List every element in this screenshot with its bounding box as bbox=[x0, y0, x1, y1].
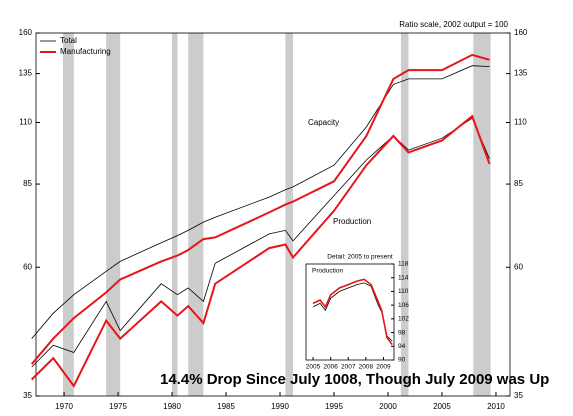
x-tick-label: 1990 bbox=[271, 402, 289, 411]
fg-layer: 35 35 60 60 85 85 110 110 135 135 160 160 1970 1975 19… bbox=[19, 28, 528, 411]
annotation: Capacity bbox=[308, 118, 339, 127]
inset-y-tick-label: 114 bbox=[398, 274, 409, 281]
legend-label: Total bbox=[60, 36, 77, 45]
chart-title: 14.4% Drop Since July 1008, Though July … bbox=[160, 371, 549, 388]
inset-x-tick-label: 2008 bbox=[359, 364, 374, 371]
inset-annotation: Production bbox=[312, 268, 343, 275]
y2-tick-label: 135 bbox=[514, 69, 528, 78]
recession-band bbox=[400, 33, 409, 396]
x-tick-label: 2010 bbox=[487, 402, 505, 411]
y2-tick-label: 60 bbox=[514, 262, 523, 271]
recession-band bbox=[188, 33, 204, 396]
y2-tick-label: 85 bbox=[514, 179, 523, 188]
y2-tick-label: 35 bbox=[514, 391, 523, 400]
y2-tick-label: 110 bbox=[514, 118, 527, 127]
bg-layer bbox=[30, 32, 511, 397]
x-tick-label: 1970 bbox=[55, 402, 73, 411]
x-tick-label: 1980 bbox=[163, 402, 181, 411]
inset-x-tick-label: 2005 bbox=[306, 364, 321, 371]
inset-line bbox=[312, 278, 393, 346]
capacity-line bbox=[30, 53, 490, 365]
recession-band bbox=[62, 33, 74, 396]
annotation: Production bbox=[333, 217, 371, 226]
capacity-line bbox=[31, 65, 490, 339]
inset-frame bbox=[305, 263, 395, 361]
recession-band bbox=[172, 33, 178, 396]
y-tick-label: 135 bbox=[19, 69, 33, 78]
subtitle: Ratio scale, 2002 output = 100 bbox=[399, 20, 508, 29]
production-line bbox=[30, 114, 491, 388]
inset-x-tick-label: 2009 bbox=[376, 364, 391, 371]
y-tick-label: 60 bbox=[23, 262, 32, 271]
inset-y-tick-label: 98 bbox=[398, 329, 406, 336]
x-tick-label: 1975 bbox=[109, 402, 127, 411]
production-line bbox=[31, 117, 490, 368]
y2-tick-label: 160 bbox=[514, 28, 528, 37]
x-tick-label: 1985 bbox=[217, 402, 235, 411]
inset-x-tick-label: 2007 bbox=[341, 364, 356, 371]
inset-x-tick-label: 2006 bbox=[323, 364, 338, 371]
inset-y-tick-label: 118 bbox=[398, 261, 409, 268]
y-tick-label: 160 bbox=[19, 28, 33, 37]
recession-band bbox=[106, 33, 121, 396]
recession-band bbox=[473, 33, 491, 396]
recession-band bbox=[285, 33, 293, 396]
y-tick-label: 110 bbox=[19, 118, 32, 127]
y-tick-label: 85 bbox=[23, 179, 32, 188]
inset-y-tick-label: 94 bbox=[398, 343, 406, 350]
inset-y-tick-label: 110 bbox=[398, 288, 409, 295]
inset-y-tick-label: 102 bbox=[398, 316, 409, 323]
inset-y-tick-label: 106 bbox=[398, 302, 409, 309]
x-tick-label: 2005 bbox=[433, 402, 451, 411]
y-tick-label: 35 bbox=[23, 391, 32, 400]
x-tick-label: 2000 bbox=[379, 402, 397, 411]
x-tick-label: 1995 bbox=[325, 402, 343, 411]
plot-frame bbox=[35, 32, 511, 397]
legend-label: Manufacturing bbox=[60, 47, 111, 56]
inset-y-tick-label: 90 bbox=[398, 357, 406, 364]
inset-title: Detail: 2005 to present bbox=[327, 254, 393, 261]
